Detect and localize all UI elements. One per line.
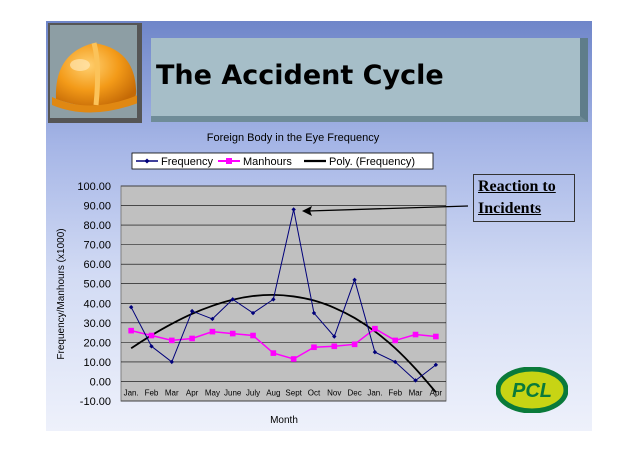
manhours-point [392,337,399,344]
y-tick-label: 10.00 [83,357,111,369]
hard-hat-icon [50,25,137,118]
frequency-point [352,277,357,283]
x-tick-label: Jan. [367,388,382,397]
frequency-point [291,207,296,212]
manhours-point [311,344,317,351]
x-tick-label: Apr [186,388,199,397]
legend-marker-frequency [144,158,150,164]
x-tick-label: Feb [145,388,159,397]
reaction-arrow-line [307,205,469,212]
y-tick-label: 60.00 [83,259,111,271]
legend-label-manhours: Manhours [243,156,292,168]
reaction-callout: Reaction to Incidents [473,174,575,222]
frequency-point [169,359,174,365]
manhours-point [270,350,277,356]
x-tick-label: Mar [165,388,179,397]
frequency-point [413,378,418,383]
pcl-logo-text: PCL [512,380,552,402]
x-tick-label: Oct [308,388,321,397]
manhours-point [290,356,297,362]
frequency-point [332,334,337,339]
plot-area: 100.00 90.00 80.00 70.00 60.00 50.00 40.00 30.0… [77,181,447,408]
frequency-point [271,297,276,302]
frequency-point [250,310,256,316]
series-line-frequency [130,209,437,382]
pcl-logo: PCL [496,367,568,413]
y-tick-label: 20.00 [83,337,111,349]
plot-background [120,185,447,402]
manhours-point [412,331,419,338]
x-tick-label: Feb [388,388,402,397]
x-axis-label: Month [270,415,298,426]
manhours-point [229,330,236,337]
frequency-point [149,344,154,349]
x-tick-label: Dec [347,388,361,397]
frequency-point [372,349,378,355]
reaction-callout-line-2: Incidents [478,200,542,217]
y-tick-label: 70.00 [83,240,111,252]
legend-label-frequency: Frequency [161,156,213,168]
series-line-poly-trend [130,293,437,393]
reaction-callout-line-1: Reaction to [478,178,556,195]
manhours-point [128,327,134,334]
series-line-manhours [130,327,436,360]
legend-box [131,152,434,170]
y-tick-label: 40.00 [83,298,111,310]
frequency-point [210,316,215,322]
manhours-point [168,337,175,344]
y-tick-label: 80.00 [83,220,111,232]
x-tick-label: May [205,388,220,397]
y-tick-label: 50.00 [83,279,111,291]
x-tick-label: June [224,388,242,397]
x-tick-label: July [246,388,260,397]
y-tick-label: 90.00 [83,201,111,213]
frequency-point [128,304,134,310]
frequency-point [311,310,317,316]
frequency-point [230,297,235,302]
x-tick-label: Apr [430,388,443,397]
frequency-point [433,362,439,368]
y-tick-label: 0.00 [90,376,111,388]
slide-title: The Accident Cycle [156,60,444,91]
manhours-point [351,341,358,348]
manhours-point [148,332,155,339]
manhours-point [250,332,256,339]
title-bar [151,38,588,122]
hard-hat-photo [48,23,142,123]
legend-label-poly-trend: Poly. (Frequency) [329,156,415,168]
y-tick-label: -10.00 [80,396,111,408]
frequency-point [393,359,398,365]
manhours-point [209,328,216,335]
y-axis-label: Frequency/Manhours (x1000) [56,228,67,359]
y-tick-label: 100.00 [77,181,111,193]
x-tick-label: Jan. [124,388,139,397]
manhours-point [331,343,338,350]
manhours-point [433,333,439,340]
reaction-arrowhead [302,206,312,216]
y-tick-label: 30.00 [83,318,111,330]
chart-title: Foreign Body in the Eye Frequency [207,132,380,144]
frequency-point [189,308,195,314]
manhours-point [189,335,195,342]
x-tick-label: Sept [285,388,302,397]
x-tick-label: Aug [266,388,280,397]
legend-marker-manhours [226,158,232,164]
x-tick-label: Nov [327,388,341,397]
x-tick-label: Mar [409,388,423,397]
manhours-point [372,325,378,332]
chart-legend: Frequency Manhours Poly. (Frequency) [131,152,434,170]
